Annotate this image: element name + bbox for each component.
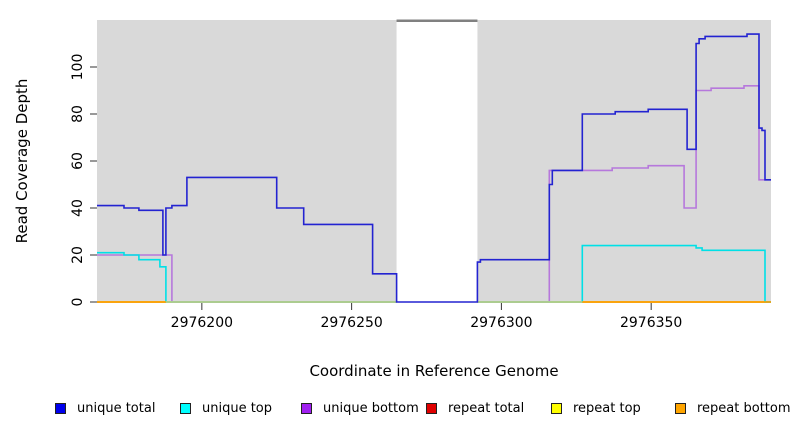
- legend-label: repeat top: [573, 400, 641, 416]
- y-axis-title: Read Coverage Depth: [13, 79, 31, 244]
- no-data-gap-top-border: [396, 19, 478, 22]
- legend-swatch-repeat-total-icon: [426, 402, 437, 414]
- legend-item-repeat-top: repeat top: [551, 399, 641, 417]
- y-tick-label: 20: [70, 246, 86, 264]
- chart-legend: unique total unique top unique bottom re…: [0, 399, 792, 421]
- x-tick-label: 2976350: [620, 315, 682, 331]
- y-tick-label: 80: [70, 105, 86, 123]
- coverage-plot: 2976200 2976250 2976300 2976350 0 20 40 60 80 100…: [13, 19, 771, 380]
- y-tick-label: 60: [70, 152, 86, 170]
- no-data-gap: [396, 22, 478, 303]
- legend-label: repeat total: [448, 400, 525, 416]
- legend-item-repeat-bottom: repeat bottom: [675, 399, 791, 417]
- y-tick-label: 40: [70, 199, 86, 217]
- y-tick-label: 100: [70, 54, 86, 81]
- legend-item-unique-bottom: unique bottom: [301, 399, 419, 417]
- legend-label: unique top: [202, 400, 273, 416]
- x-tick-label: 2976250: [320, 315, 382, 331]
- legend-swatch-repeat-top-icon: [551, 402, 562, 414]
- legend-label: repeat bottom: [697, 400, 791, 416]
- legend-swatch-unique-bottom-icon: [301, 402, 312, 414]
- legend-swatch-unique-top-icon: [180, 402, 191, 414]
- legend-item-repeat-total: repeat total: [426, 399, 524, 417]
- series-line-unique-bottom: [97, 85, 771, 303]
- legend-swatch-repeat-bottom-icon: [675, 402, 686, 414]
- series-line-unique-total: [97, 33, 771, 303]
- x-tick-label: 2976300: [470, 315, 532, 331]
- legend-swatch-unique-total-icon: [55, 402, 66, 414]
- legend-item-unique-total: unique total: [55, 399, 155, 417]
- x-tick-label: 2976200: [171, 315, 233, 331]
- x-axis-title: Coordinate in Reference Genome: [309, 362, 558, 380]
- legend-item-unique-top: unique top: [180, 399, 272, 417]
- y-tick-label: 0: [70, 298, 86, 307]
- legend-label: unique total: [77, 400, 156, 416]
- legend-label: unique bottom: [323, 400, 419, 416]
